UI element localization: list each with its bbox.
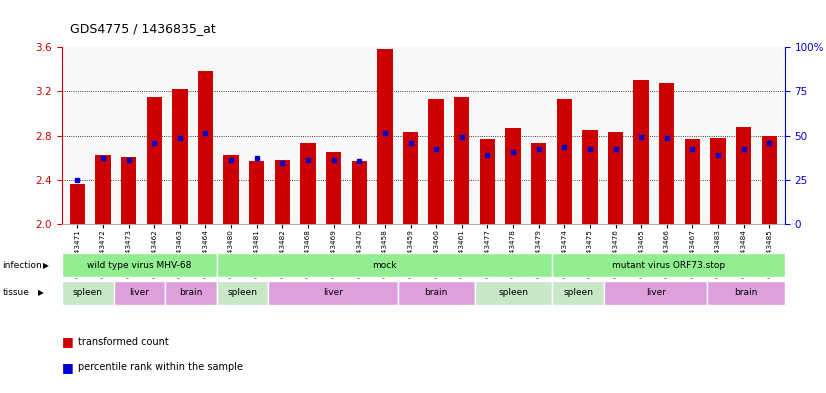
- Bar: [659, 83, 675, 224]
- Bar: [377, 50, 392, 224]
- Bar: [121, 156, 136, 224]
- Text: brain: brain: [179, 288, 202, 297]
- Text: ▶: ▶: [43, 261, 49, 270]
- Text: spleen: spleen: [73, 288, 102, 297]
- Bar: [69, 184, 85, 224]
- Bar: [608, 132, 624, 224]
- Bar: [403, 132, 418, 224]
- Text: ■: ■: [62, 361, 74, 374]
- Text: ■: ■: [62, 335, 74, 349]
- Bar: [352, 161, 367, 224]
- Bar: [634, 80, 649, 224]
- Bar: [326, 152, 341, 224]
- Bar: [223, 156, 239, 224]
- Bar: [95, 156, 111, 224]
- Text: spleen: spleen: [499, 288, 529, 297]
- Bar: [710, 138, 726, 224]
- Bar: [197, 72, 213, 224]
- Text: ▶: ▶: [38, 288, 44, 297]
- Bar: [249, 161, 264, 224]
- Bar: [429, 99, 444, 224]
- Text: percentile rank within the sample: percentile rank within the sample: [78, 362, 244, 373]
- Bar: [736, 127, 752, 224]
- Text: spleen: spleen: [563, 288, 593, 297]
- Bar: [172, 89, 188, 224]
- Bar: [506, 128, 520, 224]
- Bar: [582, 130, 597, 224]
- Bar: [275, 160, 290, 224]
- Text: liver: liver: [646, 288, 666, 297]
- Bar: [557, 99, 572, 224]
- Bar: [454, 97, 469, 224]
- Bar: [146, 97, 162, 224]
- Text: liver: liver: [130, 288, 150, 297]
- Bar: [762, 136, 777, 224]
- Text: GDS4775 / 1436835_at: GDS4775 / 1436835_at: [70, 22, 216, 35]
- Text: liver: liver: [323, 288, 343, 297]
- Text: spleen: spleen: [228, 288, 258, 297]
- Text: mock: mock: [373, 261, 396, 270]
- Text: transformed count: transformed count: [78, 337, 169, 347]
- Text: brain: brain: [734, 288, 757, 297]
- Bar: [301, 143, 316, 224]
- Text: mutant virus ORF73.stop: mutant virus ORF73.stop: [612, 261, 725, 270]
- Text: brain: brain: [425, 288, 448, 297]
- Text: infection: infection: [2, 261, 42, 270]
- Text: wild type virus MHV-68: wild type virus MHV-68: [88, 261, 192, 270]
- Bar: [531, 143, 546, 224]
- Bar: [685, 139, 700, 224]
- Text: tissue: tissue: [2, 288, 30, 297]
- Bar: [480, 139, 495, 224]
